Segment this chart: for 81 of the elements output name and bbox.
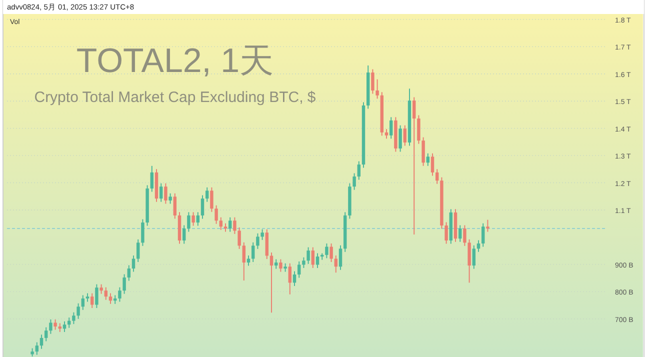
candlestick	[316, 252, 320, 268]
candlestick	[417, 114, 420, 144]
candlestick	[256, 232, 260, 250]
candlestick	[100, 284, 103, 294]
candlestick	[274, 258, 278, 270]
candlestick	[90, 292, 94, 308]
candlestick	[95, 284, 98, 308]
candlestick	[371, 68, 374, 94]
candlestick	[306, 246, 310, 264]
text: Crypto Total Market Cap Excluding BTC, $	[34, 89, 316, 106]
candlestick	[127, 264, 131, 282]
candlestick	[49, 318, 52, 334]
candlestick	[270, 252, 274, 314]
candlestick	[297, 260, 301, 278]
candlestick	[398, 124, 402, 152]
candlestick	[238, 226, 241, 250]
candlestick	[376, 78, 379, 100]
candlestick	[72, 312, 76, 325]
candlestick	[136, 238, 140, 262]
candlestick	[182, 224, 186, 244]
candlestick	[426, 152, 430, 166]
candlestick	[458, 224, 462, 242]
candlestick	[389, 116, 393, 140]
candlestick	[325, 242, 328, 259]
candlestick	[486, 219, 490, 232]
candlestick	[463, 224, 466, 246]
candlestick	[228, 216, 232, 232]
text: TOTAL2, 1天	[76, 42, 274, 80]
candlestick	[132, 254, 136, 272]
candlestick	[81, 294, 85, 310]
candlestick	[357, 160, 361, 180]
candlestick	[265, 228, 269, 260]
candlestick	[288, 262, 292, 295]
candlestick	[192, 212, 195, 226]
candlestick	[246, 254, 250, 266]
candlestick	[44, 326, 48, 342]
candlestick	[311, 246, 315, 268]
candlestick	[54, 318, 57, 330]
candlestick	[412, 96, 416, 235]
candlestick	[435, 168, 439, 184]
candlestick	[141, 218, 144, 246]
candlestick	[76, 302, 80, 320]
candlestick	[384, 128, 388, 140]
candlestick	[40, 334, 44, 350]
candlestick	[403, 124, 407, 146]
candlestick	[338, 244, 342, 270]
candlestick	[164, 182, 168, 204]
candlestick	[210, 186, 214, 212]
candlestick	[292, 270, 296, 286]
candlestick	[233, 216, 236, 234]
candlestick	[196, 212, 200, 226]
candlestick	[118, 286, 122, 302]
candlestick	[187, 212, 190, 232]
candlestick	[35, 342, 39, 356]
candlestick	[352, 172, 356, 190]
candlestick	[205, 186, 209, 202]
candlestick	[472, 244, 476, 270]
candlestick	[219, 216, 223, 230]
candlestick	[251, 242, 255, 262]
candlestick	[330, 242, 333, 262]
candlestick	[260, 228, 264, 240]
candlestick	[444, 222, 448, 244]
candlestick	[334, 254, 338, 274]
candlestick	[214, 204, 218, 224]
candlestick	[108, 292, 112, 304]
candlestick	[200, 194, 204, 220]
candlestick	[122, 274, 126, 294]
candlestick	[302, 256, 306, 268]
candlestick	[468, 238, 471, 284]
candlestick	[62, 320, 66, 332]
candlestick	[242, 242, 246, 282]
candlestick	[168, 192, 172, 204]
candlestick	[279, 258, 282, 272]
candlestick	[159, 182, 163, 202]
candlestick	[422, 136, 425, 166]
candlestick	[104, 286, 108, 300]
candlestick	[150, 165, 154, 192]
candlestick	[430, 152, 434, 176]
candlestick	[476, 240, 480, 252]
candlestick	[173, 192, 177, 220]
candlestick	[481, 222, 485, 248]
